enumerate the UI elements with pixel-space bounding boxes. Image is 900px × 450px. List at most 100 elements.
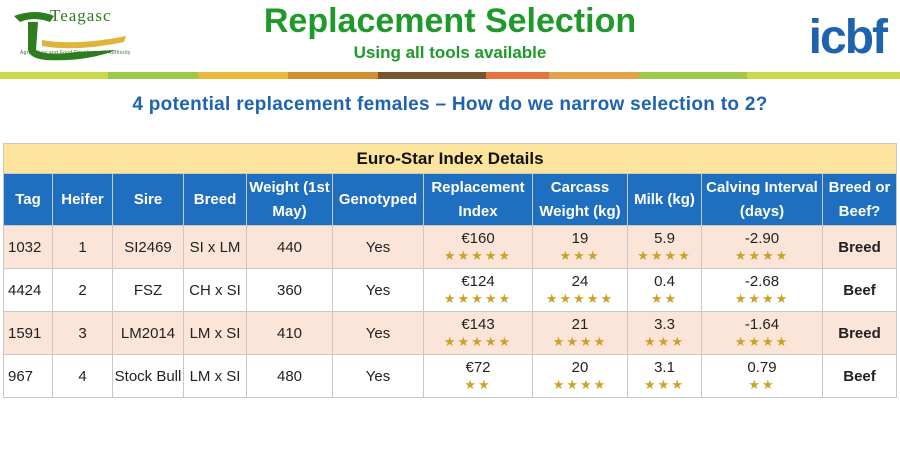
teagasc-emblem-icon xyxy=(14,12,126,61)
breed-cell: LM x SI xyxy=(183,354,247,398)
star-rating-icon: ★★★★ xyxy=(637,248,692,263)
table-caption: Euro-Star Index Details xyxy=(2,143,898,174)
calving-interval-cell-value: -2.90 xyxy=(744,230,780,247)
column-header: Replacement Index xyxy=(423,173,533,226)
replacement-index-cell: €143 ★★★★★ xyxy=(423,311,533,355)
carcass-weight-cell: 21 ★★★★ xyxy=(532,311,628,355)
teagasc-tagline: Agriculture and Food Development Authori… xyxy=(20,50,131,56)
star-rating-icon: ★★★★★ xyxy=(545,291,615,306)
calving-interval-cell: -2.68 ★★★★ xyxy=(701,268,823,312)
star-rating-icon: ★★★★★ xyxy=(443,334,513,349)
milk-cell: 0.4 ★★ xyxy=(627,268,702,312)
teagasc-logo xyxy=(6,6,146,66)
color-band-segment xyxy=(108,72,198,79)
carcass-weight-cell: 19 ★★★ xyxy=(532,225,628,269)
icbf-logo: icbf xyxy=(808,11,888,64)
carcass-weight-cell: 24 ★★★★★ xyxy=(532,268,628,312)
milk-cell: 3.1 ★★★ xyxy=(627,354,702,398)
table-body: 1032 1 SI2469 SI x LM 440 Yes €160 ★★★★★ 19 ★★★ 5.… xyxy=(3,225,898,398)
table-header-row: Tag Heifer Sire Breed Weight (1st May) Genoty… xyxy=(3,173,898,226)
column-header: Breed xyxy=(183,173,247,226)
carcass-weight-cell-value: 24 xyxy=(571,273,589,290)
replacement-index-cell-value: €143 xyxy=(461,316,495,333)
replacement-index-cell: €160 ★★★★★ xyxy=(423,225,533,269)
tag-cell: 1591 xyxy=(3,311,53,355)
calving-interval-cell-value: -1.64 xyxy=(744,316,780,333)
star-rating-icon: ★★★ xyxy=(559,248,601,263)
weight-cell: 410 xyxy=(246,311,333,355)
breed-cell: LM x SI xyxy=(183,311,247,355)
milk-cell-value: 3.3 xyxy=(654,316,675,333)
calving-interval-cell: -2.90 ★★★★ xyxy=(701,225,823,269)
milk-cell: 3.3 ★★★ xyxy=(627,311,702,355)
question-heading: 4 potential replacement females – How do… xyxy=(132,94,768,115)
page-title: Replacement Selection xyxy=(263,2,637,40)
color-band-segment xyxy=(486,72,549,79)
genotyped-cell: Yes xyxy=(332,268,424,312)
sire-cell: LM2014 xyxy=(112,311,184,355)
genotyped-cell: Yes xyxy=(332,354,424,398)
weight-cell: 360 xyxy=(246,268,333,312)
calving-interval-cell: -1.64 ★★★★ xyxy=(701,311,823,355)
column-header: Tag xyxy=(3,173,53,226)
weight-cell: 440 xyxy=(246,225,333,269)
replacement-index-cell-value: €72 xyxy=(465,359,491,376)
decision-cell: Breed xyxy=(821,311,898,355)
sire-cell: SI2469 xyxy=(112,225,184,269)
sire-cell: Stock Bull xyxy=(112,354,184,398)
color-band-segment xyxy=(747,72,900,79)
carcass-weight-cell: 20 ★★★★ xyxy=(532,354,628,398)
column-header: Calving Interval (days) xyxy=(701,173,823,226)
weight-cell: 480 xyxy=(246,354,333,398)
column-header: Weight (1st May) xyxy=(246,173,333,226)
color-band-segment xyxy=(288,72,378,79)
teagasc-wordmark: Teagasc xyxy=(50,6,112,25)
breed-cell: CH x SI xyxy=(183,268,247,312)
star-rating-icon: ★★★ xyxy=(644,334,685,349)
heifer-cell: 4 xyxy=(52,354,113,398)
column-header: Milk (kg) xyxy=(627,173,702,226)
replacement-index-cell: €72 ★★ xyxy=(423,354,533,398)
star-rating-icon: ★★ xyxy=(748,377,776,392)
decision-cell: Beef xyxy=(821,354,898,398)
replacement-index-cell-value: €124 xyxy=(461,273,495,290)
color-band-segment xyxy=(198,72,288,79)
star-rating-icon: ★★★★ xyxy=(552,377,608,392)
column-header: Heifer xyxy=(52,173,113,226)
tag-cell: 967 xyxy=(3,354,53,398)
milk-cell-value: 3.1 xyxy=(654,359,675,376)
table-row: 1591 3 LM2014 LM x SI 410 Yes €143 ★★★★★ 21 ★★★★ 3… xyxy=(3,311,898,355)
tag-cell: 4424 xyxy=(3,268,53,312)
euro-star-table: Euro-Star Index Details Tag Heifer Sire Bre… xyxy=(2,143,898,398)
star-rating-icon: ★★ xyxy=(650,291,679,306)
star-rating-icon: ★★★★★ xyxy=(443,291,513,306)
carcass-weight-cell-value: 21 xyxy=(571,316,589,333)
heifer-cell: 3 xyxy=(52,311,113,355)
calving-interval-cell-value: -2.68 xyxy=(744,273,780,290)
tag-cell: 1032 xyxy=(3,225,53,269)
table-row: 967 4 Stock Bull LM x SI 480 Yes €72 ★★ 20 ★★★★ 3.… xyxy=(3,354,898,398)
star-rating-icon: ★★ xyxy=(464,377,492,392)
column-header: Carcass Weight (kg) xyxy=(532,173,628,226)
column-header: Sire xyxy=(112,173,184,226)
carcass-weight-cell-value: 20 xyxy=(571,359,589,376)
star-rating-icon: ★★★★ xyxy=(734,248,790,263)
heifer-cell: 2 xyxy=(52,268,113,312)
milk-cell-value: 5.9 xyxy=(654,230,675,247)
carcass-weight-cell-value: 19 xyxy=(571,230,589,247)
star-rating-icon: ★★★ xyxy=(644,377,685,392)
milk-cell-value: 0.4 xyxy=(654,273,675,290)
star-rating-icon: ★★★★ xyxy=(552,334,608,349)
calving-interval-cell: 0.79 ★★ xyxy=(701,354,823,398)
replacement-index-cell-value: €160 xyxy=(461,230,495,247)
genotyped-cell: Yes xyxy=(332,225,424,269)
star-rating-icon: ★★★★★ xyxy=(443,248,513,263)
star-rating-icon: ★★★★ xyxy=(734,291,790,306)
decision-cell: Breed xyxy=(821,225,898,269)
color-band-segment xyxy=(549,72,639,79)
table-row: 1032 1 SI2469 SI x LM 440 Yes €160 ★★★★★ 19 ★★★ 5.… xyxy=(3,225,898,269)
calving-interval-cell-value: 0.79 xyxy=(747,359,777,376)
column-header: Genotyped xyxy=(332,173,424,226)
heifer-cell: 1 xyxy=(52,225,113,269)
genotyped-cell: Yes xyxy=(332,311,424,355)
